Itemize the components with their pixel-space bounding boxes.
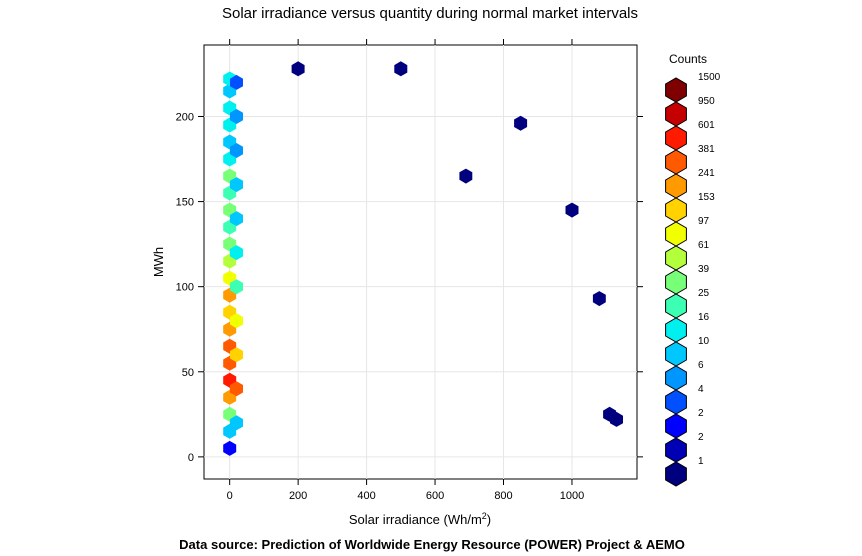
x-tick-label: 200 bbox=[289, 490, 307, 502]
legend-swatch bbox=[665, 221, 687, 247]
legend-label: 4 bbox=[698, 384, 704, 395]
legend-label: 2 bbox=[698, 408, 704, 419]
legend-label: 10 bbox=[698, 336, 710, 347]
hex-bin bbox=[230, 313, 243, 329]
hex-bin bbox=[230, 177, 243, 193]
legend-label: 241 bbox=[698, 168, 715, 179]
hex-bin bbox=[514, 115, 528, 131]
legend-label: 39 bbox=[698, 264, 710, 275]
x-tick-label: 400 bbox=[357, 490, 375, 502]
x-tick-label: 0 bbox=[227, 490, 233, 502]
legend-label: 97 bbox=[698, 216, 710, 227]
y-tick-label: 0 bbox=[188, 452, 194, 464]
hex-bin bbox=[603, 406, 617, 422]
legend-label: 16 bbox=[698, 312, 710, 323]
hex-bin bbox=[230, 109, 243, 124]
legend-label: 1 bbox=[698, 456, 704, 467]
x-tick-label: 600 bbox=[426, 490, 444, 502]
hex-bin bbox=[230, 211, 243, 227]
plot-frame bbox=[203, 44, 638, 480]
legend-swatch bbox=[665, 77, 687, 103]
legend: Counts 1500 950 601 381 241 153 97 61 39 25 16 10 6 4… bbox=[665, 52, 721, 487]
legend-swatch bbox=[665, 317, 687, 343]
x-axis-label-superscript: 2 bbox=[482, 511, 487, 521]
hex-bin bbox=[230, 74, 243, 90]
x-tick-label: 1000 bbox=[560, 490, 584, 502]
legend-swatch bbox=[665, 389, 687, 415]
y-tick-label: 50 bbox=[182, 367, 194, 379]
hex-bins bbox=[223, 61, 623, 456]
legend-label: 153 bbox=[698, 192, 715, 203]
y-tick-label: 100 bbox=[176, 282, 194, 294]
hex-bin bbox=[230, 415, 243, 431]
plot-area: 0 200 400 600 800 1000 0 50 100 150 200 bbox=[176, 39, 643, 502]
hex-bin bbox=[230, 245, 243, 261]
legend-title: Counts bbox=[669, 52, 707, 66]
chart-title: Solar irradiance versus quantity during … bbox=[222, 5, 638, 22]
x-axis-label-suffix: ) bbox=[487, 512, 491, 527]
x-axis-label: Solar irradiance (Wh/m2) bbox=[349, 511, 491, 527]
legend-label: 1500 bbox=[698, 72, 721, 83]
hex-bin bbox=[230, 143, 243, 158]
legend-swatch bbox=[665, 149, 687, 175]
legend-label: 950 bbox=[698, 96, 715, 107]
legend-swatch bbox=[665, 269, 687, 295]
legend-label: 381 bbox=[698, 144, 715, 155]
hex-bin bbox=[592, 291, 606, 307]
x-tick-label: 800 bbox=[494, 490, 512, 502]
data-source-caption: Data source: Prediction of Worldwide Ene… bbox=[179, 537, 685, 552]
x-axis-label-main: Solar irradiance (Wh/m bbox=[349, 512, 482, 527]
hex-bin bbox=[230, 279, 243, 295]
legend-swatch bbox=[665, 293, 687, 319]
legend-swatch bbox=[665, 245, 687, 271]
legend-label: 601 bbox=[698, 120, 715, 131]
axes: 0 200 400 600 800 1000 0 50 100 150 200 bbox=[176, 39, 643, 502]
hex-bin bbox=[223, 440, 237, 456]
hex-bin bbox=[394, 61, 408, 77]
legend-label: 61 bbox=[698, 240, 710, 251]
legend-swatch bbox=[665, 461, 687, 487]
hex-bin bbox=[230, 347, 243, 363]
legend-label: 2 bbox=[698, 432, 704, 443]
legend-label: 6 bbox=[698, 360, 704, 371]
hex-bin bbox=[230, 381, 243, 397]
y-tick-label: 150 bbox=[176, 197, 194, 209]
y-axis-label: MWh bbox=[151, 247, 166, 277]
legend-swatch bbox=[665, 341, 687, 367]
hex-bin bbox=[291, 61, 305, 77]
y-tick-label: 200 bbox=[176, 111, 194, 123]
legend-swatch bbox=[665, 437, 687, 463]
hex-bin bbox=[565, 202, 579, 218]
legend-swatch bbox=[665, 101, 687, 127]
legend-swatch bbox=[665, 125, 687, 151]
legend-swatch bbox=[665, 173, 687, 199]
legend-swatch bbox=[665, 413, 687, 439]
grid-lines bbox=[204, 45, 637, 479]
legend-swatch bbox=[665, 365, 687, 391]
hex-bin bbox=[459, 168, 473, 184]
legend-swatch bbox=[665, 197, 687, 223]
legend-label: 25 bbox=[698, 288, 710, 299]
